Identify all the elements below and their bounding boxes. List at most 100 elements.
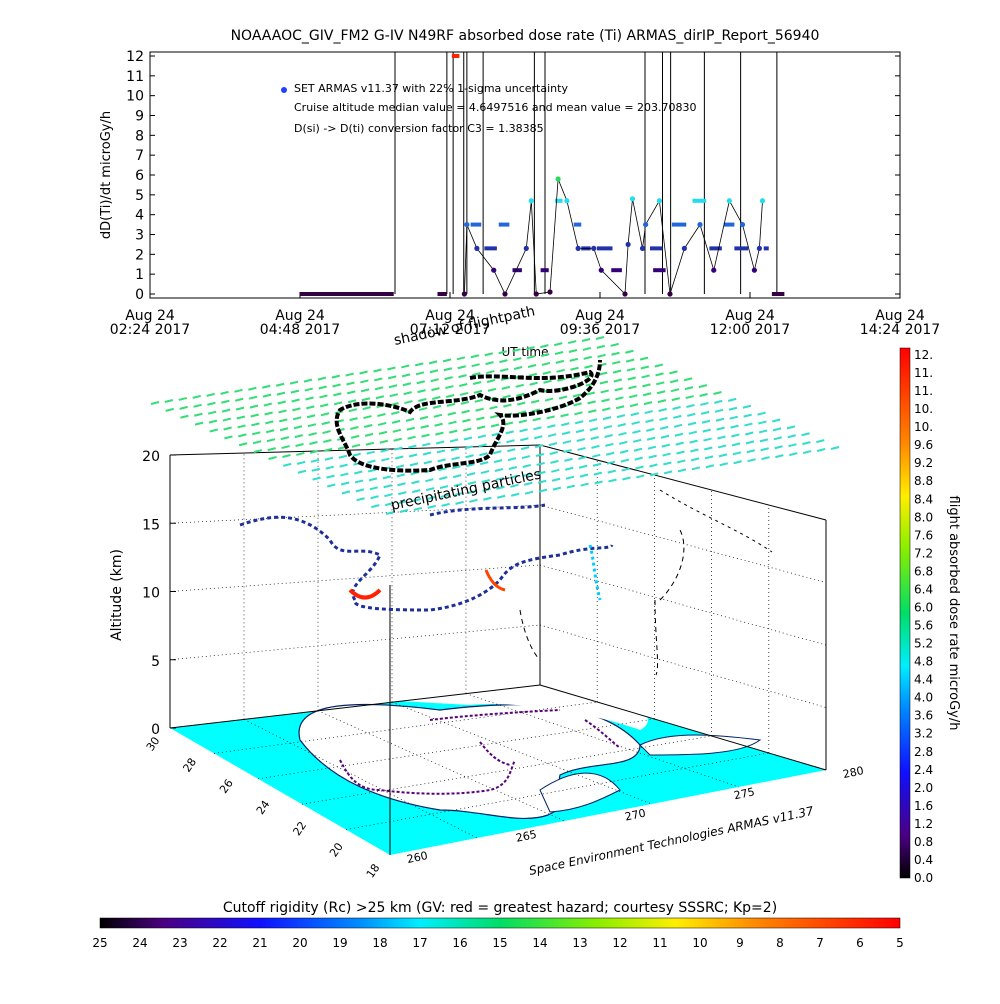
shadow-grid-cell	[689, 439, 698, 444]
shadow-grid-cell	[477, 434, 487, 439]
shadow-grid-cell	[426, 496, 436, 500]
box-edge	[169, 684, 541, 729]
shadow-grid-cell	[802, 441, 811, 446]
shadow-grid-cell	[642, 392, 652, 397]
shadow-grid-cell	[350, 426, 359, 430]
shadow-grid-cell	[510, 492, 520, 497]
right-colorbar-tick-label: 4.4	[914, 673, 933, 687]
right-colorbar-tick-label: 8.8	[914, 474, 933, 488]
latitude-tick-label: 28	[180, 756, 199, 775]
shadow-grid-cell	[451, 456, 460, 461]
shadow-grid-cell	[223, 426, 232, 431]
shadow-grid-cell	[466, 463, 475, 468]
top-x-tick-label-line2: 04:48 2017	[260, 322, 340, 338]
shadow-grid-cell	[449, 438, 459, 443]
shadow-grid-cell	[474, 398, 483, 403]
shadow-grid-cell	[547, 424, 556, 429]
shadow-grid-cell	[789, 452, 798, 457]
shadow-grid-cell	[633, 447, 643, 452]
shadow-grid-cell	[550, 459, 559, 464]
bottom-colorbar-tick-label: 9	[736, 936, 744, 950]
shadow-grid-cell	[483, 496, 492, 501]
shadow-grid-cell	[482, 487, 491, 492]
shadow-grid-cell	[635, 465, 644, 470]
shadow-grid-cell	[484, 352, 493, 357]
shadow-grid-cell	[561, 431, 571, 436]
shadow-grid-cell	[663, 470, 673, 475]
shadow-grid-cell	[508, 466, 518, 470]
shadow-grid-cell	[773, 436, 783, 441]
altitude-ticks: 0 5 10 15 20	[142, 449, 176, 738]
shadow-grid-cell	[470, 354, 480, 359]
alt-gridline	[539, 504, 827, 583]
latitude-tick-label: 26	[217, 777, 236, 796]
altitude-droplines	[519, 529, 685, 676]
shadow-grid-cell	[468, 489, 477, 494]
flightpath-3d-north	[429, 503, 546, 517]
shadow-grid-cell	[646, 427, 655, 432]
shadow-grid-cell	[677, 468, 687, 473]
shadow-grid-cell	[672, 406, 681, 410]
shadow-grid-cell	[393, 437, 402, 442]
shadow-grid-cell	[291, 398, 300, 403]
alt-gridline	[539, 624, 827, 708]
shadow-grid-cell	[548, 442, 558, 447]
shadow-grid-cell	[528, 372, 538, 377]
bottom-colorbar-label: Cutoff rigidity (Rc) >25 km (GV: red = g…	[223, 900, 777, 916]
shadow-grid-cell	[557, 377, 566, 382]
shadow-grid-cell	[642, 383, 651, 388]
shadow-grid-cell	[588, 409, 597, 414]
shadow-grid-cell	[360, 379, 369, 384]
shadow-grid-cell	[608, 478, 617, 483]
shadow-grid-cell	[527, 363, 537, 368]
shadow-grid-cell	[275, 382, 285, 387]
shadow-grid-cell	[584, 364, 593, 369]
shadow-grid-cell	[591, 444, 600, 449]
shadow-grid-cell	[449, 429, 458, 434]
shadow-grid-cell	[660, 434, 670, 439]
figure-title: NOAAAOC_GIV_FM2 G-IV N49RF absorbed dose…	[231, 28, 820, 44]
shadow-grid-cell	[634, 456, 643, 461]
shadow-grid-cell	[605, 451, 615, 456]
shadow-grid-cell	[306, 414, 316, 419]
shadow-grid-cell	[690, 448, 699, 453]
alt-gridline	[169, 624, 541, 661]
shadow-grid-cell	[327, 483, 336, 488]
shadow-grid-cell	[318, 385, 327, 390]
right-colorbar: 12. 11. 11. 10. 10. 9.6 9.2 8.8 8.4 8.0 7.6 7.2 6.8 6…	[899, 347, 961, 885]
shadow-grid-cell	[350, 434, 360, 439]
shadow-grid-cell	[602, 407, 611, 412]
shadow-grid-cell	[268, 456, 277, 460]
shadow-grid-cell	[367, 459, 376, 464]
shadow-grid-cell	[537, 479, 547, 484]
shadow-grid-cell	[305, 396, 314, 401]
right-colorbar-tick-label: 3.6	[914, 709, 933, 723]
dose-point	[591, 245, 597, 251]
shadow-grid-cell	[447, 411, 456, 416]
right-colorbar-tick-label: 8.4	[914, 492, 933, 506]
shadow-grid-cell	[459, 391, 469, 396]
shadow-grid-cell	[193, 403, 202, 408]
shadow-grid-cell	[208, 419, 218, 424]
shadow-grid-cell	[438, 467, 447, 472]
dose-point	[667, 291, 673, 297]
island-east	[639, 734, 762, 756]
shadow-grid-cell	[396, 473, 406, 478]
bottom-colorbar-tick-label: 24	[132, 936, 147, 950]
shadow-grid-cell	[621, 467, 630, 472]
shadow-grid-cell	[194, 421, 204, 426]
shadow-grid-cell	[397, 482, 406, 487]
top-y-tick-label: 12	[126, 49, 144, 65]
bottom-colorbar-tick-label: 10	[692, 936, 707, 950]
shadow-grid-cell	[586, 391, 596, 396]
shadow-grid-cell	[366, 450, 375, 455]
shadow-grid-cell	[698, 384, 708, 389]
dose-point	[461, 291, 467, 297]
shadow-grid-cell	[526, 346, 535, 351]
shadow-grid-cell	[391, 411, 400, 415]
shadow-grid-cell	[398, 500, 408, 505]
floor-gridline	[257, 718, 655, 780]
shadow-grid-cell	[425, 478, 434, 483]
bottom-colorbar-gradient	[99, 917, 901, 929]
alt-gridline	[539, 564, 827, 646]
